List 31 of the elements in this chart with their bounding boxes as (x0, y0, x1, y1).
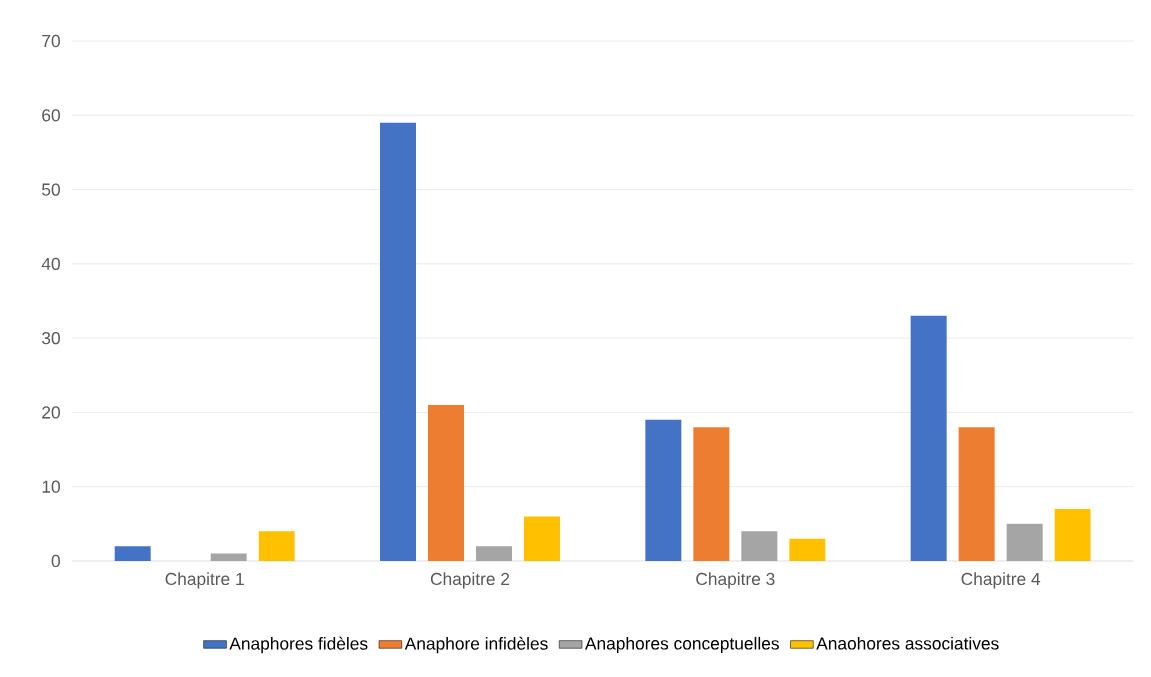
bar (645, 419, 682, 561)
y-tick-label: 60 (42, 109, 60, 122)
bar (114, 546, 151, 561)
x-tick-label: Chapitre 1 (165, 572, 244, 589)
bar (428, 404, 465, 561)
y-tick-label: 20 (42, 406, 60, 419)
bar (910, 315, 947, 561)
legend-label: Anaphores conceptuelles (584, 636, 779, 654)
bar (258, 531, 295, 561)
legend-label: Anaphore infidèles (404, 636, 548, 654)
bar (741, 531, 778, 561)
y-tick-label: 50 (42, 183, 60, 196)
bar (210, 553, 247, 561)
x-tick-label: Chapitre 3 (696, 572, 775, 589)
bar (958, 427, 995, 561)
legend-label: Anaphores fidèles (229, 636, 368, 654)
y-tick-label: 0 (51, 554, 60, 568)
bar (1006, 523, 1043, 561)
x-tick-label: Chapitre 4 (961, 572, 1041, 589)
y-tick-label: 70 (42, 34, 60, 48)
legend-label: Anaohores associatives (816, 636, 999, 650)
bar (476, 546, 513, 561)
bar (524, 516, 561, 561)
y-tick-label: 30 (42, 331, 60, 345)
x-tick-label: Chapitre 2 (430, 572, 510, 589)
y-tick-label: 40 (41, 257, 60, 270)
y-tick-label: 10 (42, 480, 60, 493)
bar (380, 122, 417, 561)
bar (789, 538, 826, 561)
bar (1054, 508, 1091, 561)
bar (693, 427, 730, 561)
